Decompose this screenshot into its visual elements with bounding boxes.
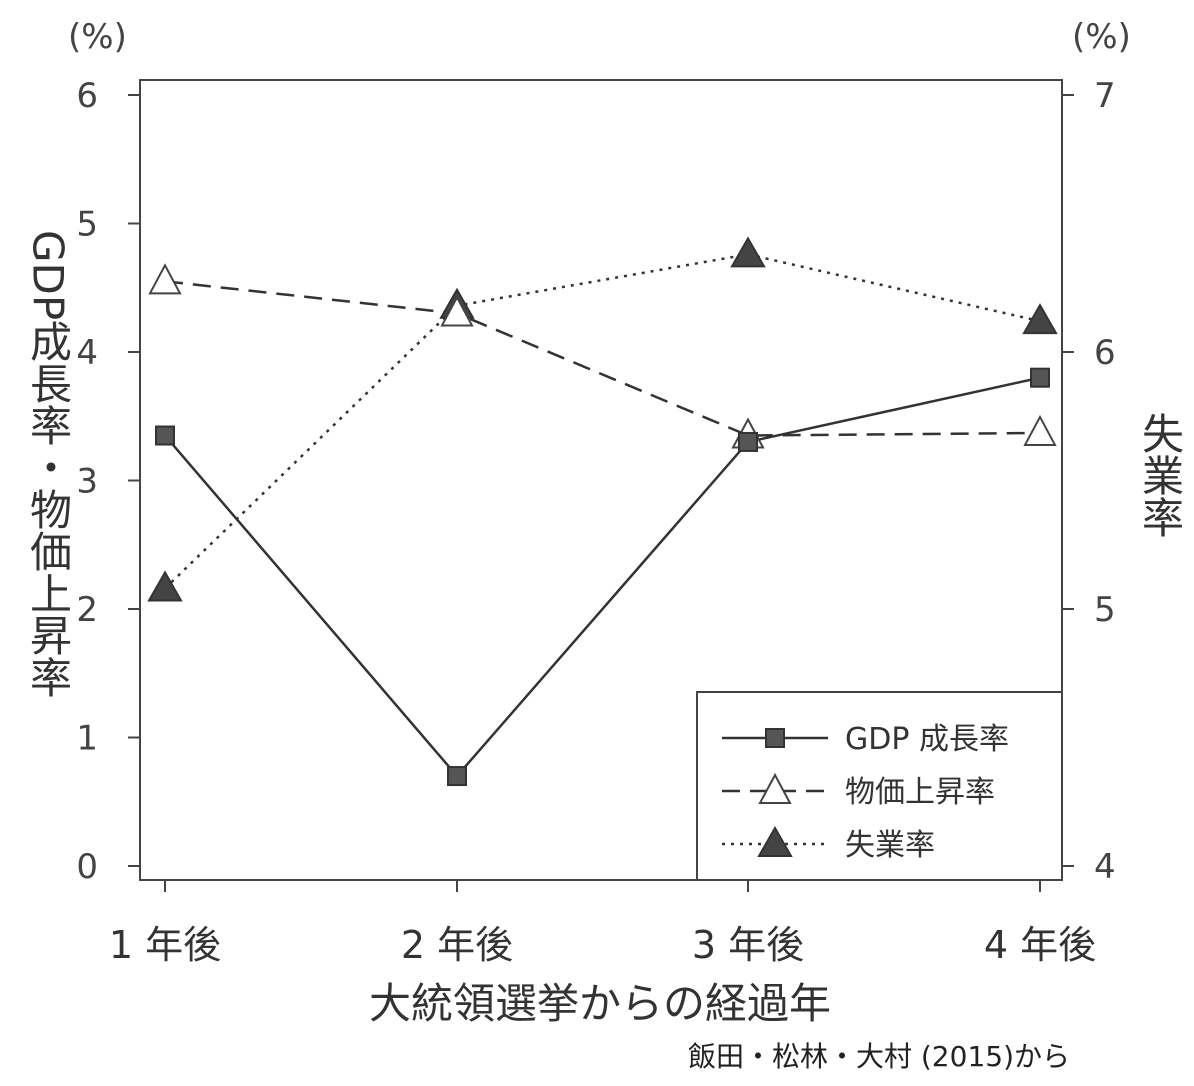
unemployment-point: [1022, 303, 1058, 335]
x-axis-title: 大統領選挙からの経過年: [369, 979, 831, 1028]
unemployment-point: [147, 570, 183, 602]
unemployment-series-line: [164, 253, 1041, 590]
left-tick-label: 1: [76, 719, 98, 759]
right-axis: 4 5 6 7: [1062, 76, 1116, 887]
right-unit-label: (%): [1072, 17, 1131, 57]
x-tick-label: 4 年後: [984, 923, 1096, 967]
right-axis-title: 失業率: [1136, 412, 1185, 538]
legend-box: [696, 691, 1063, 881]
legend-label: GDP 成長率: [845, 722, 1009, 757]
right-tick-label: 4: [1094, 847, 1116, 887]
left-unit-label: (%): [68, 17, 127, 57]
right-tick-label: 6: [1094, 333, 1116, 373]
legend-label: 物価上昇率: [845, 775, 995, 810]
left-tick-label: 5: [76, 205, 98, 245]
gdp-growth-series-line: [164, 376, 1041, 778]
left-tick-label: 3: [76, 462, 98, 502]
right-tick-label: 7: [1094, 76, 1116, 116]
x-tick-label: 3 年後: [692, 923, 804, 967]
legend-marker: [757, 825, 793, 857]
left-tick-label: 0: [76, 847, 98, 887]
left-tick-label: 6: [76, 76, 98, 116]
source-note: 飯田・松林・大村 (2015)から: [688, 1040, 1070, 1073]
left-tick-label: 4: [76, 333, 98, 373]
gdp-growth-point: [1030, 367, 1050, 388]
x-axis: 1 年後 2 年後 3 年後 4 年後: [109, 880, 1096, 967]
legend-marker: [758, 772, 792, 804]
unemployment-point: [730, 236, 766, 268]
series-layer: [147, 236, 1058, 787]
gdp-growth-point: [738, 431, 758, 452]
left-axis: 0 1 2 3 4 5 6: [76, 76, 140, 887]
legend-label: 失業率: [845, 828, 935, 863]
inflation-point: [440, 295, 474, 327]
x-tick-label: 1 年後: [109, 923, 221, 967]
x-tick-label: 2 年後: [401, 923, 513, 967]
gdp-growth-point: [155, 425, 175, 446]
gdp-growth-point: [447, 766, 467, 787]
inflation-series-line: [164, 280, 1041, 437]
inflation-point: [148, 263, 182, 295]
right-tick-label: 5: [1094, 590, 1116, 630]
left-axis-title: GDP成長率・物価上昇率: [24, 230, 73, 698]
left-tick-label: 2: [76, 590, 98, 630]
inflation-point: [1023, 414, 1057, 446]
legend-marker: [765, 728, 785, 748]
